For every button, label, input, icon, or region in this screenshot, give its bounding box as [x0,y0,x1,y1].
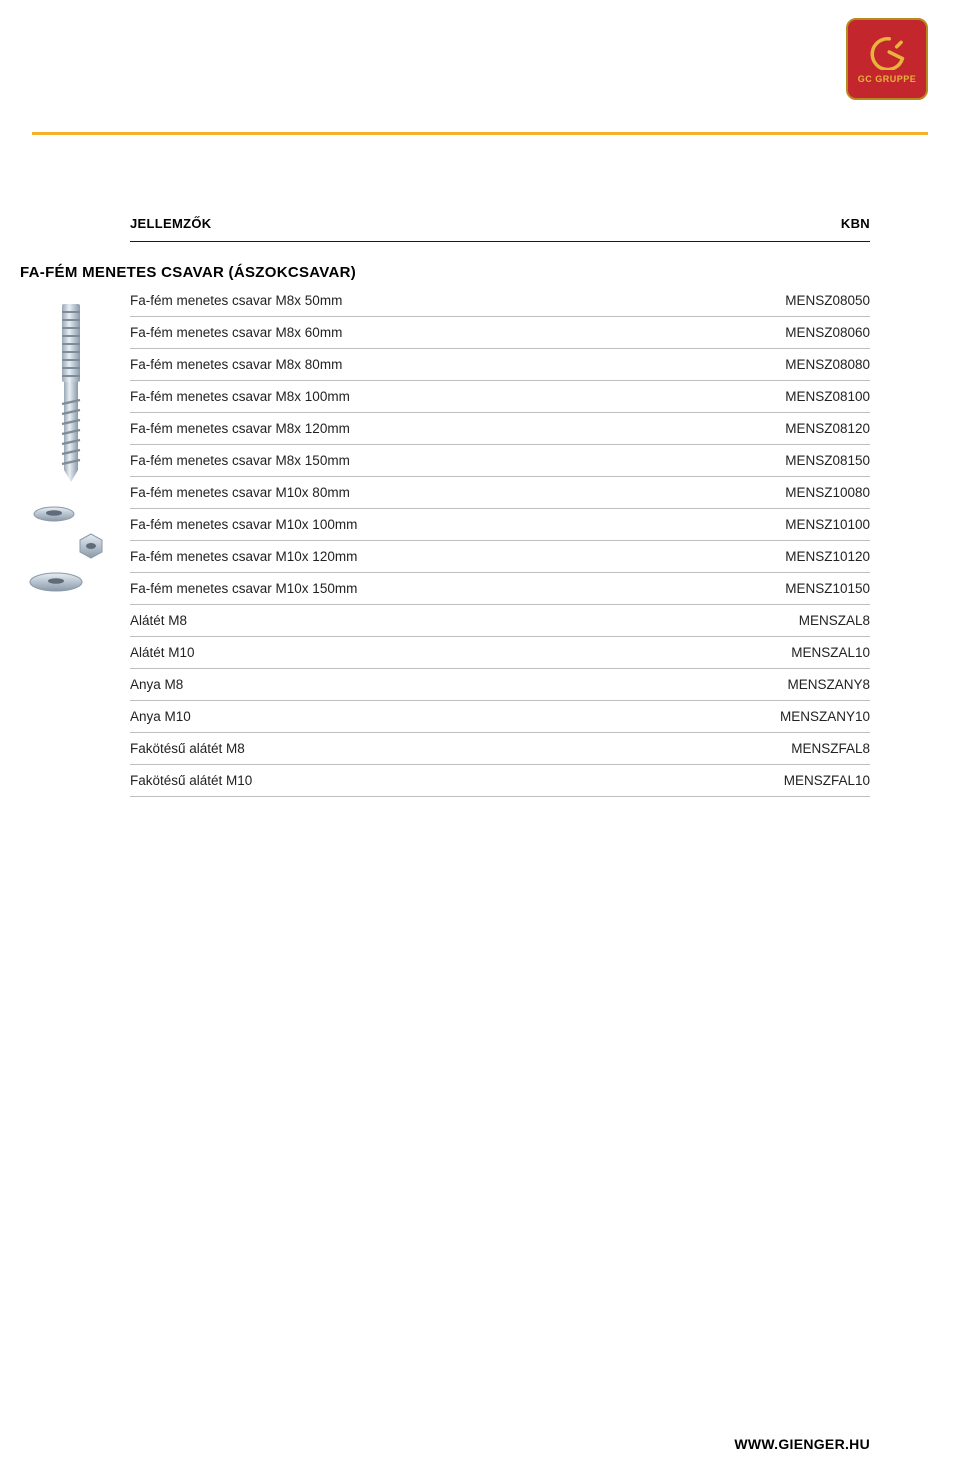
product-code: MENSZ10080 [785,485,870,500]
product-name: Anya M10 [130,709,191,724]
table-row: Fa-fém menetes csavar M8x 80mm MENSZ08080 [130,349,870,381]
product-illustration [14,300,128,600]
table-row: Fa-fém menetes csavar M8x 120mm MENSZ0812… [130,413,870,445]
product-name: Fakötésű alátét M10 [130,773,252,788]
product-code: MENSZ08050 [785,293,870,308]
header-rule [32,132,928,135]
product-code: MENSZ08100 [785,389,870,404]
table-row: Fakötésű alátét M10 MENSZFAL10 [130,765,870,797]
table-row: Fa-fém menetes csavar M10x 120mm MENSZ101… [130,541,870,573]
col-header-right: KBN [841,216,870,231]
washer-large-icon [30,573,82,591]
product-name: Fa-fém menetes csavar M8x 60mm [130,325,342,340]
product-name: Fa-fém menetes csavar M8x 150mm [130,453,350,468]
hanger-bolt-icon [62,304,80,482]
product-code: MENSZAL8 [799,613,870,628]
gc-logo-icon [865,34,909,70]
table-row: Fa-fém menetes csavar M10x 100mm MENSZ101… [130,509,870,541]
product-name: Fa-fém menetes csavar M8x 100mm [130,389,350,404]
product-code: MENSZ10150 [785,581,870,596]
product-name: Fa-fém menetes csavar M8x 80mm [130,357,342,372]
product-code: MENSZ08080 [785,357,870,372]
product-name: Fa-fém menetes csavar M10x 150mm [130,581,357,596]
product-name: Fa-fém menetes csavar M10x 120mm [130,549,357,564]
product-name: Fakötésű alátét M8 [130,741,245,756]
brand-badge: GC GRUPPE [846,18,928,100]
product-name: Alátét M10 [130,645,195,660]
section-title: FA-FÉM MENETES CSAVAR (ÁSZOKCSAVAR) [20,264,870,281]
product-code: MENSZANY10 [780,709,870,724]
col-header-left: JELLEMZŐK [130,216,211,231]
product-name: Fa-fém menetes csavar M8x 50mm [130,293,342,308]
table-row: Fa-fém menetes csavar M8x 50mm MENSZ08050 [130,285,870,317]
hex-nut-icon [80,534,102,558]
table-row: Fa-fém menetes csavar M8x 60mm MENSZ08060 [130,317,870,349]
table-row: Anya M10 MENSZANY10 [130,701,870,733]
table-row: Alátét M8 MENSZAL8 [130,605,870,637]
product-code: MENSZ10100 [785,517,870,532]
product-code: MENSZANY8 [787,677,870,692]
table-row: Fa-fém menetes csavar M8x 100mm MENSZ0810… [130,381,870,413]
product-name: Anya M8 [130,677,183,692]
table-row: Anya M8 MENSZANY8 [130,669,870,701]
table-row: Fa-fém menetes csavar M8x 150mm MENSZ0815… [130,445,870,477]
product-code: MENSZ10120 [785,549,870,564]
table-row: Fakötésű alátét M8 MENSZFAL8 [130,733,870,765]
product-code: MENSZ08150 [785,453,870,468]
footer-url: WWW.GIENGER.HU [734,1436,870,1452]
product-code: MENSZ08060 [785,325,870,340]
column-headers: JELLEMZŐK KBN [130,216,870,242]
product-name: Fa-fém menetes csavar M8x 120mm [130,421,350,436]
product-name: Alátét M8 [130,613,187,628]
product-code: MENSZ08120 [785,421,870,436]
table-row: Fa-fém menetes csavar M10x 80mm MENSZ1008… [130,477,870,509]
product-code: MENSZFAL8 [791,741,870,756]
product-name: Fa-fém menetes csavar M10x 80mm [130,485,350,500]
product-code: MENSZAL10 [791,645,870,660]
brand-text: GC GRUPPE [858,74,917,84]
table-row: Alátét M10 MENSZAL10 [130,637,870,669]
table-row: Fa-fém menetes csavar M10x 150mm MENSZ101… [130,573,870,605]
product-code: MENSZFAL10 [784,773,870,788]
product-name: Fa-fém menetes csavar M10x 100mm [130,517,357,532]
content-area: JELLEMZŐK KBN FA-FÉM MENETES CSAVAR (ÁSZ… [130,216,870,797]
washer-small-icon [34,507,74,521]
product-table: Fa-fém menetes csavar M8x 50mm MENSZ08050… [130,285,870,797]
